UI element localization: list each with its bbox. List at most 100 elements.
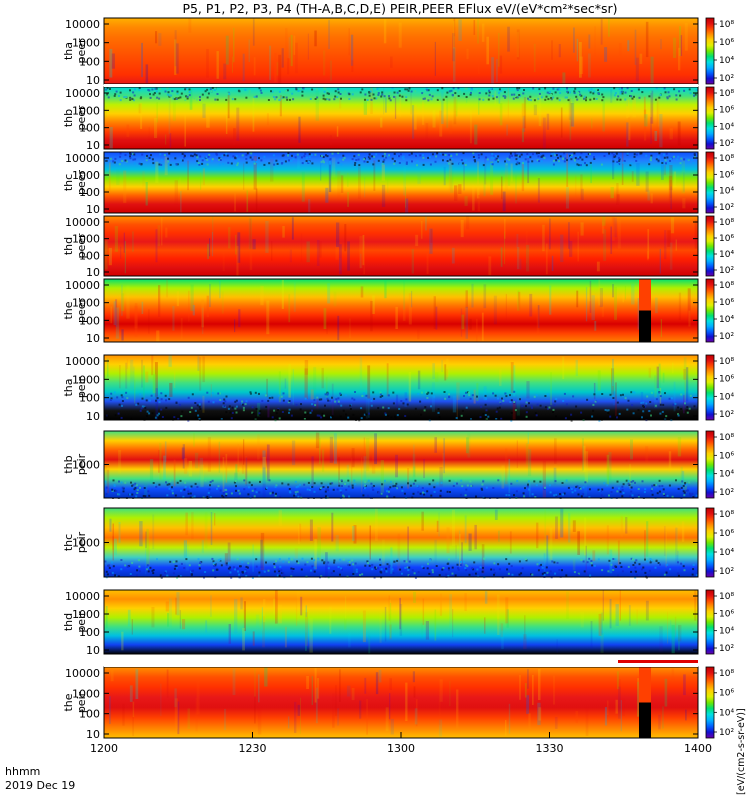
y-tick-label: 10000 [65,18,100,31]
colorbar-tick-label: 10⁴ [719,56,734,66]
y-tick-label: 1000 [72,687,100,700]
spectrogram-image [104,590,698,654]
x-label-date: 2019 Dec 19 [5,779,75,792]
spectrogram-texture [105,152,696,213]
panel-probe-label: thc [62,174,75,191]
x-tick-label: 1300 [387,742,415,755]
panel-species-label: peer [75,298,88,324]
panel-frame [103,278,699,343]
y-tick-label: 100 [79,626,100,639]
panel-gap [104,349,698,354]
y-tick-label: 1000 [72,169,100,182]
colorbar: 10² 10⁴ 10⁶ 10⁸ [705,86,734,150]
panel-probe-label: the [62,693,75,711]
colorbar: 10² 10⁴ 10⁶ 10⁸ [705,17,734,85]
colorbar-tick-label: 10⁶ [719,451,734,461]
colorbar-tick-label: 10² [719,266,734,276]
colorbar-tick-label: 10⁴ [719,392,734,402]
spectrogram-image [104,18,698,84]
y-tick-label: 10 [86,332,100,345]
colorbar-tick-label: 10⁶ [719,529,734,539]
spectrogram-texture [104,216,698,276]
spectrogram-image [104,152,698,213]
panel-tha-peir: 10000 1000 100 10 tha peir 10² 10⁴ 10⁶ 10⁸ [62,354,734,423]
panel-the-peer: 10000 1000 100 10 the peer 10² 10⁴ 10⁶ 10⁸ [62,278,734,345]
panel-thc-peer: 10000 1000 100 10 thc peer 10² 10⁴ 10⁶ 10⁸ [62,151,734,216]
colorbar-tick-label: 10⁴ [719,548,734,558]
y-tick-label: 1000 [72,373,100,386]
spectrogram-image [104,216,698,276]
y-tick-label: 1000 [72,104,100,117]
spectrogram-image [104,87,698,149]
colorbar-tick-label: 10⁸ [719,669,734,679]
colorbar-tick-label: 10⁸ [719,154,734,164]
colorbar-tick-label: 10⁴ [719,470,734,480]
panel-thd-peir: 10000 1000 100 10 thd peir 10² 10⁴ 10⁶ 10⁸ [62,589,734,657]
y-tick-label: 100 [79,392,100,405]
y-tick-label: 10 [86,266,100,279]
y-tick-label: 1000 [72,37,100,50]
colorbar-tick-label: 10⁶ [719,170,734,180]
y-tick-label: 1000 [72,537,100,550]
colorbar-tick-label: 10⁸ [719,592,734,602]
y-tick-label: 10000 [65,590,100,603]
colorbar-tick-label: 10² [719,728,734,738]
panel-probe-label: thb [62,109,75,127]
panel-probe-label: the [62,301,75,319]
x-tick-label: 1200 [90,742,118,755]
panel-frame [103,589,699,655]
y-tick-label: 10000 [65,152,100,165]
y-tick-label: 100 [79,314,100,327]
panel-probe-label: thc [62,534,75,551]
panel-species-label: peer [75,233,88,259]
colorbar-tick-label: 10⁸ [719,510,734,520]
colorbar: 10² 10⁴ 10⁶ 10⁸ [705,354,734,421]
panel-gap [104,655,698,667]
panel-probe-label: tha [62,42,75,60]
y-tick-label: 1000 [72,608,100,621]
spectrogram-texture [105,355,696,422]
colorbar-tick-label: 10⁴ [719,250,734,260]
colorbar-tick-label: 10² [719,139,734,149]
panel-gap [104,423,698,430]
y-tick-label: 10 [86,644,100,657]
spectrogram-image [104,667,698,738]
y-tick-label: 10000 [65,279,100,292]
panel-probe-label: thd [62,613,75,631]
spectrogram-image [104,508,698,577]
spectrogram-texture [104,432,698,500]
panel-species-label: peer [75,38,88,64]
colorbar-tick-label: 10⁶ [719,234,734,244]
panel-probe-label: tha [62,378,75,396]
panel-thb-peer: 10000 1000 100 10 thb peer 10² 10⁴ 10⁶ 10⁸ [62,86,734,152]
y-tick-label: 10000 [65,667,100,680]
colorbar-tick-label: 10⁸ [719,218,734,228]
spectrogram-image [104,355,698,420]
panel-gap [104,84,698,87]
y-tick-label: 1000 [72,459,100,472]
colorbar-tick-label: 10⁴ [719,315,734,325]
panel-species-label: peer [75,105,88,131]
x-tick-label: 1330 [536,742,564,755]
panel-species-label: peir [75,691,88,713]
colorbar-units-label: [eV/(cm2-s-sr-eV)] [736,708,747,795]
colorbar-tick-label: 10⁶ [719,609,734,619]
colorbar-tick-label: 10² [719,332,734,342]
y-tick-label: 10 [86,410,100,423]
colorbar-tick-label: 10⁶ [719,106,734,116]
x-label-hhmm: hhmm [5,765,40,778]
panel-frame [103,215,699,277]
colorbar-tick-label: 10² [719,410,734,420]
y-tick-label: 1000 [72,297,100,310]
colorbar-tick-label: 10² [719,488,734,498]
colorbar-tick-label: 10⁶ [719,689,734,699]
panel-species-label: peir [75,376,88,398]
colorbar-tick-label: 10⁶ [719,375,734,385]
availability-marker [618,660,698,663]
colorbar-tick-label: 10⁸ [719,89,734,99]
